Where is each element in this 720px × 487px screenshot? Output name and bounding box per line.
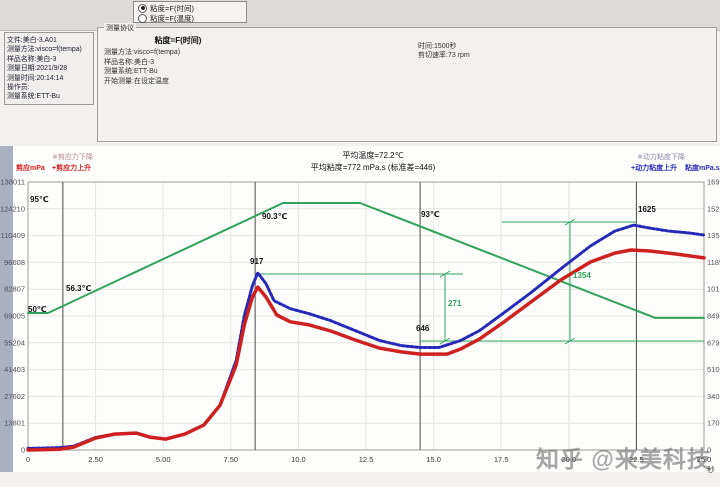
protocol-run-line: 剪切速率:73 rpm: [418, 52, 470, 59]
file-info-line: 测量方法:visco=f(tempa): [7, 46, 82, 54]
left-axis-tick-label: 138011: [1, 178, 25, 187]
legend-viscosity-up: +动力粘度上升: [631, 165, 678, 172]
x-axis-tick-label: 17.5: [494, 455, 509, 464]
protocol-setting-line: 样品名称:美白-3: [104, 58, 155, 66]
protocol-left-column: 测量方法:visco=f(tempa) 样品名称:美白-3 测量系统:ETT-Bu 开…: [104, 48, 180, 86]
series-shear-stress: [26, 248, 706, 452]
plot-border: [27, 181, 705, 451]
right-axis-tick-label: 1189: [707, 258, 720, 267]
watermark: 知乎 @来美科技: [536, 446, 711, 472]
left-axis-tick-label: 110409: [1, 231, 25, 240]
x-axis-tick-label: 10.0: [291, 455, 306, 464]
radio-viscosity-vs-time-label: 粘度=F(时间): [150, 3, 194, 13]
right-axis-tick-label: 679: [707, 338, 720, 347]
chart-header: ※剪应力下降 剪应mPa +剪应力上升 平均温度=72.2℃ 平均粘度=772 …: [13, 146, 720, 182]
x-axis-tick-label: 7.50: [223, 455, 238, 464]
left-axis-title: 剪应mPa: [16, 165, 45, 172]
chart-title: 平均温度=72.2℃ 平均粘度=772 mPa.s (标准差=446): [173, 150, 573, 174]
radio-selected-icon[interactable]: [138, 3, 147, 13]
radio-viscosity-vs-time[interactable]: 粘度=F(时间): [138, 3, 246, 13]
chart-title-line1: 平均温度=72.2℃: [342, 151, 404, 160]
protocol-setting-line: 测量方法:visco=f(tempa): [104, 49, 181, 56]
left-axis-tick-label: 69005: [4, 312, 25, 321]
protocol-right-column: 时间:1500秒剪切速率:73 rpm: [418, 42, 470, 60]
chart-annotation: 1625: [638, 205, 656, 214]
chart-annotation: 917: [250, 257, 264, 266]
x-axis-tick-label: 5.00: [156, 455, 171, 464]
radio-viscosity-vs-temperature[interactable]: 粘度=F(温度): [138, 13, 246, 23]
window-edge-strip: [0, 146, 13, 472]
x-axis-tick-label: 0: [26, 455, 30, 464]
legend-shear-down: ※剪应力下降: [52, 154, 93, 161]
file-info-line: 文件:美白-3.A01: [7, 37, 57, 44]
right-axis-tick-label: 340: [707, 392, 720, 401]
chart-annotation: 646: [416, 324, 430, 333]
left-axis-tick-label: 96608: [4, 258, 25, 267]
right-axis-tick-label: 1529: [707, 204, 720, 213]
x-axis-unit-label: 秒: [707, 464, 715, 474]
x-axis-tick-label: 22.5: [629, 455, 644, 464]
protocol-run-line: 时间:1500秒: [418, 43, 457, 50]
x-axis-tick-label: 12.5: [359, 455, 374, 464]
left-axis-tick-label: 41403: [4, 365, 25, 374]
chart-annotation: 93℃: [421, 210, 440, 219]
protocol-setting-line: 开始测量:在设定温度: [104, 77, 169, 85]
left-axis-tick-label: 0: [21, 446, 25, 455]
x-axis-tick-label: 2.50: [88, 455, 103, 464]
protocol-group-label: 测量协议: [104, 23, 136, 33]
chart-annotation: 1354: [573, 271, 591, 280]
chart-annotation: 50℃: [28, 305, 47, 314]
radio-viscosity-vs-temperature-label: 粘度=F(温度): [150, 13, 194, 23]
right-axis-tick-label: 849: [707, 312, 720, 321]
left-axis-tick-label: 82807: [4, 285, 25, 294]
file-info-line: 操作员:: [7, 84, 30, 92]
left-axis-tick-label: 13801: [4, 419, 25, 428]
chart-title-line2: 平均粘度=772 mPa.s (标准差=446): [310, 163, 436, 172]
reference-line: [564, 218, 576, 226]
legend-shear-up: +剪应力上升: [52, 165, 92, 172]
x-axis-tick-label: 25.0: [697, 455, 712, 464]
right-axis-tick-label: 510: [707, 365, 720, 374]
left-axis-tick-label: 27602: [4, 392, 25, 401]
file-info-panel: 文件:美白-3.A01 测量方法:visco=f(tempa) 样品名称:美白-3 测…: [4, 32, 94, 105]
legend-viscosity-down: ※动力粘度下降: [637, 154, 685, 161]
protocol-title: 粘度=F(时间): [154, 36, 202, 45]
right-axis-tick-label: 1699: [707, 178, 720, 187]
chart-annotation: 90.3℃: [262, 212, 288, 221]
measurement-protocol-panel: 测量协议 粘度=F(时间) 测量方法:visco=f(tempa) 样品名称:美白…: [97, 23, 717, 142]
right-axis-tick-label: 1019: [707, 285, 720, 294]
reference-line: [564, 337, 576, 345]
reference-line: [439, 337, 451, 345]
chart-annotation: 95℃: [30, 195, 49, 204]
protocol-setting-line: 测量系统:ETT-Bu: [104, 68, 158, 76]
chart-annotation: 271: [448, 299, 462, 308]
right-axis-tick-label: 1359: [707, 231, 720, 240]
file-info-line: 样品名称:美白-3: [7, 55, 57, 63]
right-axis-title: 粘度mPa.s: [685, 165, 720, 172]
right-axis-tick-label: 170: [707, 419, 720, 428]
right-axis-tick-label: 0: [707, 446, 711, 455]
chart-annotation: 56.3℃: [66, 284, 92, 293]
plot-mode-radio-group: 粘度=F(时间) 粘度=F(温度): [133, 1, 247, 23]
file-info-line: 测量日期:2021/9/28: [7, 65, 68, 73]
file-info-line: 测量时间:20:14:14: [7, 74, 64, 82]
reference-line: [439, 270, 451, 278]
file-info-line: 测量系统:ETT-Bu: [7, 93, 60, 101]
chart-panel: ※剪应力下降 剪应mPa +剪应力上升 平均温度=72.2℃ 平均粘度=772 …: [0, 146, 720, 472]
left-axis-tick-label: 55204: [4, 338, 25, 347]
left-axis-tick-label: 124210: [0, 204, 25, 213]
x-axis-tick-label: 20.0: [561, 455, 576, 464]
radio-unselected-icon[interactable]: [138, 13, 147, 23]
x-axis-tick-label: 15.0: [426, 455, 441, 464]
series-temperature: [27, 202, 705, 319]
